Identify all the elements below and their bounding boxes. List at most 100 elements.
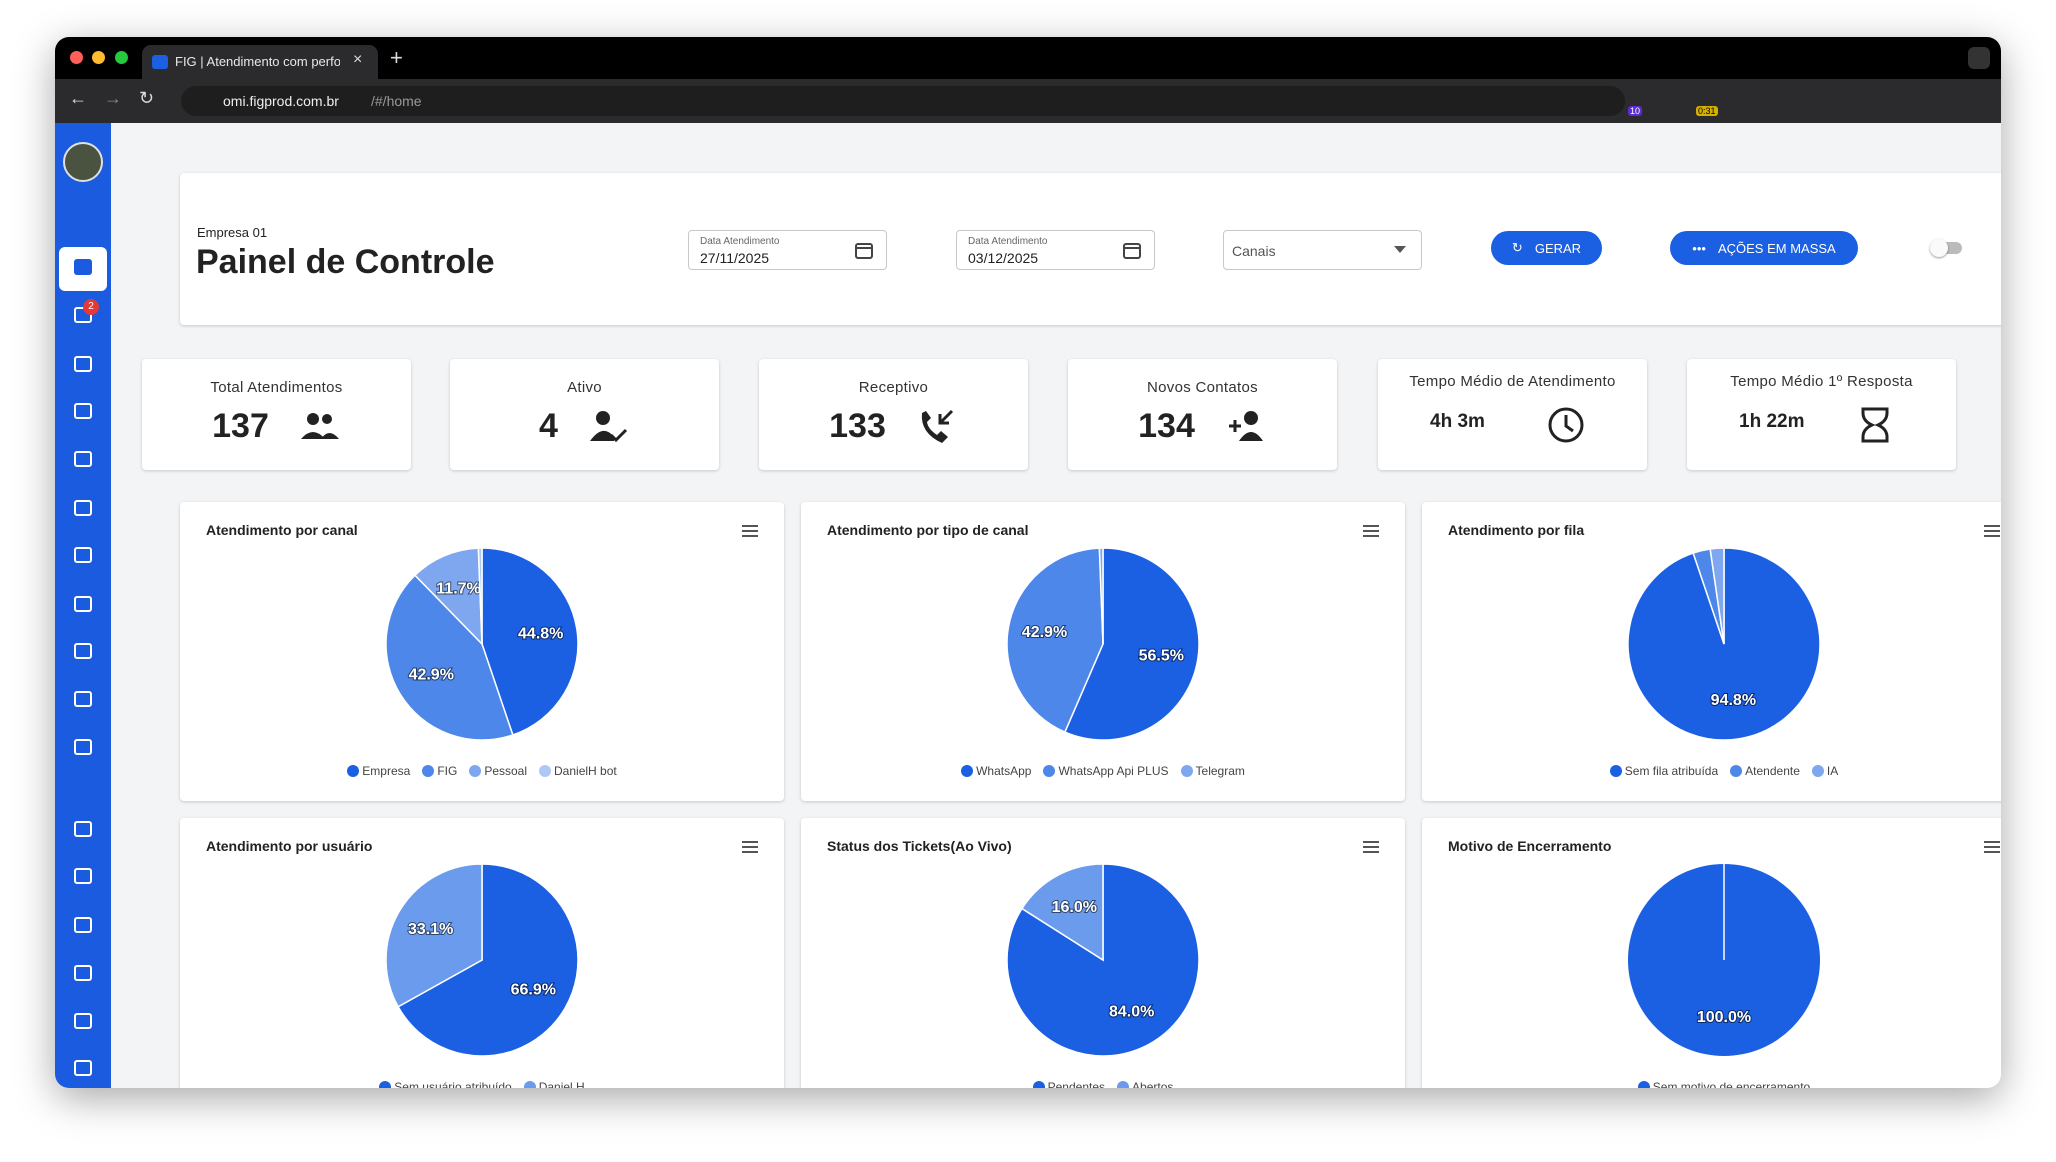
nav-icon[interactable] bbox=[74, 643, 92, 659]
calendar-icon bbox=[855, 243, 873, 259]
stat-icon bbox=[1548, 407, 1584, 443]
legend-item[interactable]: Pendentes bbox=[1032, 1080, 1105, 1088]
nav-icon[interactable] bbox=[74, 965, 92, 981]
stat-row: 137 bbox=[142, 407, 411, 446]
channels-select[interactable]: Canais bbox=[1223, 230, 1422, 270]
chart-card: Status dos Tickets(Ao Vivo) 84.0% 16.0% Pen… bbox=[801, 818, 1405, 1088]
legend-item[interactable]: Pessoal bbox=[469, 764, 527, 778]
slice-label: 100.0% bbox=[1697, 1009, 1751, 1026]
bulk-actions-button[interactable]: ••• AÇÕES EM MASSA bbox=[1670, 231, 1858, 265]
legend-swatch bbox=[347, 765, 360, 777]
tab-close[interactable]: × bbox=[353, 51, 363, 68]
nav-icon[interactable] bbox=[74, 1013, 92, 1029]
chart-card: Motivo de Encerramento 100.0% Sem motivo d… bbox=[1422, 818, 2001, 1088]
url-path: /#/home bbox=[371, 93, 422, 109]
legend-item[interactable]: WhatsApp bbox=[961, 764, 1031, 778]
legend-swatch bbox=[1180, 765, 1193, 777]
legend-swatch bbox=[1730, 765, 1743, 777]
legend-item[interactable]: WhatsApp Api PLUS bbox=[1043, 764, 1169, 778]
chart-menu[interactable] bbox=[742, 840, 760, 854]
pie-slice bbox=[1098, 547, 1104, 645]
legend-item[interactable]: Empresa bbox=[347, 764, 410, 778]
pie-slice bbox=[1020, 863, 1104, 962]
nav-icon[interactable] bbox=[74, 500, 92, 516]
legend-label: FIG bbox=[437, 764, 458, 778]
legend-item[interactable]: Sem fila atribuída bbox=[1609, 764, 1719, 778]
chart-menu[interactable] bbox=[1984, 524, 2001, 538]
forward-button[interactable]: → bbox=[104, 88, 122, 108]
legend-item[interactable]: DanielH bot bbox=[539, 764, 617, 778]
legend-item[interactable]: Telegram bbox=[1180, 764, 1245, 778]
tab-search[interactable] bbox=[1968, 47, 1990, 69]
close-dot[interactable] bbox=[70, 51, 83, 64]
stat-label: Receptivo bbox=[858, 379, 929, 396]
toggle-knob bbox=[1930, 239, 1948, 257]
chart-title: Motivo de Encerramento bbox=[1448, 838, 1612, 854]
stat-value: 4h 3m bbox=[1430, 411, 1485, 432]
nav-icon[interactable] bbox=[74, 451, 92, 467]
active-tab[interactable]: FIG | Atendimento com perfo × bbox=[142, 45, 378, 79]
legend-item[interactable]: Daniel H bbox=[523, 1080, 585, 1088]
nav-icon[interactable] bbox=[74, 739, 92, 755]
stat-card: Receptivo 133 bbox=[759, 359, 1028, 470]
address-bar[interactable]: omi.figprod.com.br /#/home bbox=[181, 86, 1625, 116]
nav-icon[interactable] bbox=[74, 259, 92, 275]
slice-label: 66.9% bbox=[511, 981, 556, 998]
legend-item[interactable]: Atendente bbox=[1730, 764, 1800, 778]
stat-label: Tempo Médio 1º Resposta bbox=[1730, 373, 1913, 390]
chart-menu[interactable] bbox=[1363, 524, 1381, 538]
legend-label: Sem fila atribuída bbox=[1624, 764, 1719, 778]
legend-swatch bbox=[523, 1081, 536, 1088]
chart-card: Atendimento por canal 44.8% 42.9% 11.7% Empr… bbox=[180, 502, 784, 801]
legend-item[interactable]: IA bbox=[1811, 764, 1838, 778]
nav-icon[interactable] bbox=[74, 691, 92, 707]
legend-item[interactable]: Abertos bbox=[1117, 1080, 1173, 1088]
nav-icon[interactable] bbox=[74, 403, 92, 419]
zoom-dot[interactable] bbox=[115, 51, 128, 64]
slice-label: 42.9% bbox=[1022, 624, 1067, 641]
nav-icon[interactable] bbox=[74, 917, 92, 933]
back-button[interactable]: ← bbox=[69, 88, 87, 108]
legend-label: WhatsApp Api PLUS bbox=[1058, 764, 1169, 778]
nav-icon[interactable] bbox=[74, 596, 92, 612]
pie-slice bbox=[1709, 547, 1725, 645]
new-tab[interactable]: + bbox=[390, 45, 403, 70]
notification-badge: 2 bbox=[83, 299, 99, 315]
nav-icon[interactable] bbox=[74, 1060, 92, 1076]
avatar[interactable] bbox=[63, 142, 103, 182]
stat-value: 137 bbox=[212, 407, 269, 445]
reload-button[interactable]: ↻ bbox=[139, 88, 155, 108]
field-label: Data Atendimento bbox=[700, 236, 780, 247]
legend-swatch bbox=[1032, 1081, 1045, 1088]
minimize-dot[interactable] bbox=[92, 51, 105, 64]
stat-label: Tempo Médio de Atendimento bbox=[1409, 373, 1616, 390]
chart-card: Atendimento por usuário 66.9% 33.1% Sem usu… bbox=[180, 818, 784, 1088]
stat-row: 133 bbox=[759, 407, 1028, 446]
legend-swatch bbox=[422, 765, 435, 777]
date-from[interactable]: Data Atendimento 27/11/2025 bbox=[688, 230, 887, 270]
chart-menu[interactable] bbox=[742, 524, 760, 538]
pie-chart: 94.8% bbox=[1627, 547, 1821, 741]
legend-item[interactable]: Sem motivo de encerramento bbox=[1637, 1080, 1810, 1088]
favicon bbox=[152, 55, 168, 69]
toggle[interactable] bbox=[1930, 239, 1962, 257]
nav-icon[interactable] bbox=[74, 356, 92, 372]
stat-row: 4 bbox=[450, 407, 719, 446]
generate-button[interactable]: ↻ GERAR bbox=[1491, 231, 1602, 265]
chart-menu[interactable] bbox=[1984, 840, 2001, 854]
chart-menu[interactable] bbox=[1363, 840, 1381, 854]
header-card: Empresa 01 Painel de Controle Data Atend… bbox=[180, 173, 2001, 325]
stat-card: Tempo Médio 1º Resposta 1h 22m bbox=[1687, 359, 1956, 470]
stat-value: 1h 22m bbox=[1739, 411, 1805, 432]
nav-icon[interactable] bbox=[74, 821, 92, 837]
stat-card: Novos Contatos 134 bbox=[1068, 359, 1337, 470]
nav-icon[interactable] bbox=[74, 868, 92, 884]
stat-card: Total Atendimentos 137 bbox=[142, 359, 411, 470]
legend-item[interactable]: FIG bbox=[422, 764, 457, 778]
date-to[interactable]: Data Atendimento 03/12/2025 bbox=[956, 230, 1155, 270]
nav-icon[interactable] bbox=[74, 547, 92, 563]
legend-label: Sem usuário atribuído bbox=[394, 1080, 512, 1088]
legend: Sem usuário atribuído Daniel H bbox=[180, 1080, 784, 1088]
legend-item[interactable]: Sem usuário atribuído bbox=[379, 1080, 512, 1088]
